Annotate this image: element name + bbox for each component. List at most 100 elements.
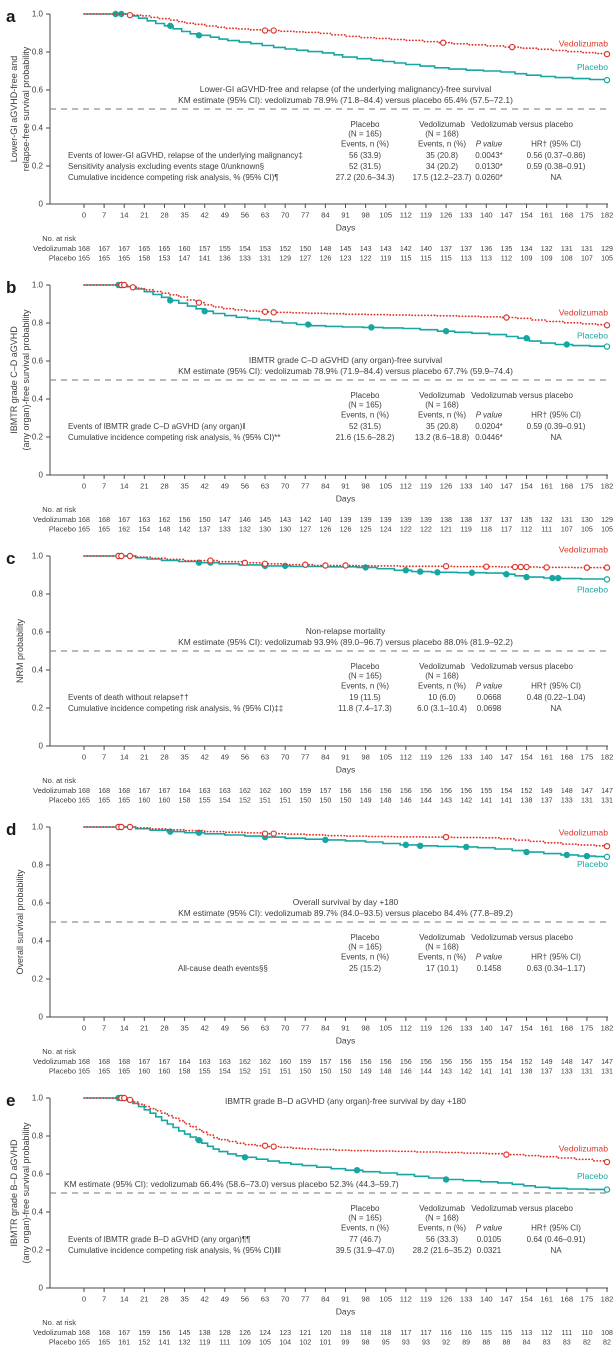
risk-count: 156 xyxy=(400,1058,412,1066)
risk-count: 156 xyxy=(420,787,432,795)
table-header: Events, n (%) xyxy=(418,682,466,691)
table-cell: 52 (31.5) xyxy=(349,162,381,171)
table-header: Vedolizumab xyxy=(419,662,465,671)
risk-count: 126 xyxy=(319,526,331,534)
y-tick-label: 0.8 xyxy=(32,1132,44,1141)
panel-b-chart: b IBMTR grade C–D aGVHD (any organ)-free s… xyxy=(6,278,613,534)
risk-table: No. at riskVedolizumabPlacebo16816516816… xyxy=(33,1318,613,1347)
risk-count: 109 xyxy=(541,255,553,263)
risk-count: 147 xyxy=(219,516,231,524)
vedolizumab-curve-label: Vedolizumab xyxy=(559,1143,608,1153)
table-header: HR† (95% CI) xyxy=(531,411,581,420)
risk-count: 140 xyxy=(420,245,432,253)
censor-marker xyxy=(167,297,174,304)
risk-count: 151 xyxy=(279,797,291,805)
risk-count: 150 xyxy=(299,245,311,253)
x-tick-label: 105 xyxy=(379,211,392,220)
x-tick-label: 126 xyxy=(440,753,453,762)
x-tick-label: 35 xyxy=(180,753,188,762)
table-header: (N = 165) xyxy=(348,672,382,681)
risk-count: 138 xyxy=(460,516,472,524)
risk-count: 160 xyxy=(279,787,291,795)
risk-count: 111 xyxy=(219,1339,230,1347)
x-tick-label: 70 xyxy=(281,1024,289,1033)
risk-count: 93 xyxy=(402,1339,410,1347)
risk-count: 156 xyxy=(440,1058,452,1066)
censor-marker xyxy=(442,833,450,841)
risk-count: 145 xyxy=(340,245,352,253)
placebo-curve xyxy=(84,826,608,858)
x-tick-label: 7 xyxy=(102,482,106,491)
censor-marker xyxy=(353,1166,361,1174)
risk-count: 130 xyxy=(581,516,593,524)
risk-count: 148 xyxy=(319,245,331,253)
placebo-curve-label: Placebo xyxy=(577,584,608,594)
risk-count: 141 xyxy=(199,255,211,263)
table-cell: NA xyxy=(550,1246,562,1255)
table-header: P value xyxy=(476,411,503,420)
risk-count: 146 xyxy=(400,797,412,805)
vedolizumab-curve xyxy=(83,826,608,848)
table-row-label: Cumulative incidence competing risk anal… xyxy=(68,1246,281,1255)
risk-count: 130 xyxy=(259,526,271,534)
x-tick-label: 154 xyxy=(520,211,533,220)
risk-count: 131 xyxy=(601,1068,613,1076)
table-cell: 19 (11.5) xyxy=(349,693,381,702)
censor-marker xyxy=(563,341,570,348)
risk-count: 147 xyxy=(581,787,593,795)
risk-count: 124 xyxy=(380,526,392,534)
risk-count: 105 xyxy=(601,526,613,534)
censor-marker xyxy=(118,823,125,831)
censor-marker xyxy=(523,573,530,581)
x-tick-label: 182 xyxy=(601,211,613,220)
table-cell: 25 (15.2) xyxy=(349,964,381,973)
risk-count: 156 xyxy=(380,1058,392,1066)
x-tick-label: 49 xyxy=(221,1295,229,1304)
censor-marker xyxy=(195,299,203,306)
x-tick-label: 175 xyxy=(581,482,594,491)
risk-count: 154 xyxy=(501,1058,513,1066)
risk-count: 123 xyxy=(340,255,352,263)
risk-count: 150 xyxy=(199,516,211,524)
y-tick-label: 0 xyxy=(39,1284,44,1293)
risk-count: 156 xyxy=(159,1329,171,1337)
risk-count: 131 xyxy=(259,255,271,263)
risk-count: 139 xyxy=(360,516,372,524)
risk-count: 89 xyxy=(462,1339,470,1347)
risk-count: 112 xyxy=(521,526,532,534)
risk-count: 154 xyxy=(239,245,251,253)
y-tick-label: 0.4 xyxy=(32,937,44,946)
risk-count: 157 xyxy=(319,1058,331,1066)
censor-marker xyxy=(195,32,203,39)
y-tick-label: 1.0 xyxy=(32,1094,44,1103)
censor-marker xyxy=(523,848,530,856)
x-tick-label: 126 xyxy=(440,211,453,220)
table-header: (N = 168) xyxy=(425,130,459,139)
risk-count: 83 xyxy=(563,1339,571,1347)
x-tick-label: 42 xyxy=(200,1295,208,1304)
risk-count: 165 xyxy=(138,245,150,253)
risk-count: 162 xyxy=(259,1058,271,1066)
risk-count: 131 xyxy=(561,516,573,524)
table-cell: 28.2 (21.6–35.2) xyxy=(413,1246,472,1255)
x-tick-label: 49 xyxy=(221,753,229,762)
risk-count: 82 xyxy=(603,1339,611,1347)
table-header: (N = 165) xyxy=(348,1214,382,1223)
x-tick-label: 84 xyxy=(321,211,329,220)
risk-count: 131 xyxy=(561,245,573,253)
table-header: Events, n (%) xyxy=(418,953,466,962)
risk-count: 143 xyxy=(380,245,392,253)
risk-count: 99 xyxy=(342,1339,350,1347)
x-tick-label: 49 xyxy=(221,1024,229,1033)
x-tick-label: 70 xyxy=(281,753,289,762)
risk-count: 119 xyxy=(380,255,391,263)
risk-count: 158 xyxy=(138,255,150,263)
risk-count: 120 xyxy=(319,1329,331,1337)
risk-row-label: Placebo xyxy=(49,525,76,534)
risk-count: 124 xyxy=(259,1329,271,1337)
x-tick-label: 98 xyxy=(361,753,369,762)
stats-table: Placebo(N = 165)Events, n (%)Vedolizumab… xyxy=(68,1204,586,1255)
table-cell: 0.0130* xyxy=(475,162,503,171)
y-axis-label: (any organ)-free survival probability xyxy=(21,1122,31,1264)
